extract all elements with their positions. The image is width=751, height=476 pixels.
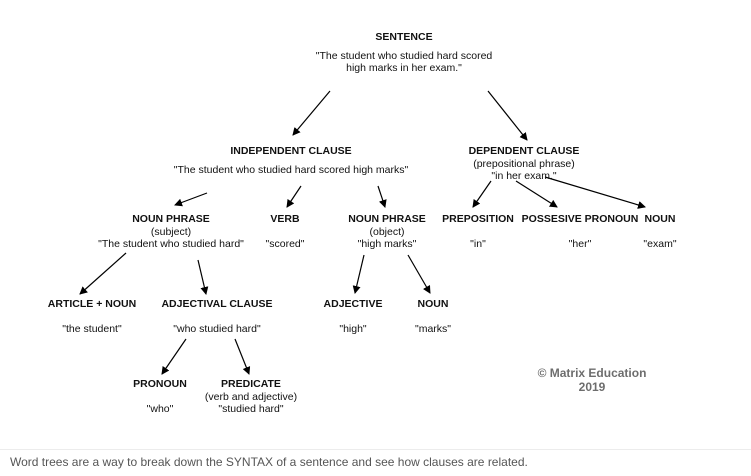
arrow-noun-phrase-object-to-adjective [352, 254, 365, 294]
arrow-noun-phrase-subject-to-adjectival-clause [197, 259, 209, 295]
node-quote: "The student who studied hard scored hig… [173, 163, 409, 176]
node-title: NOUN PHRASE [348, 213, 426, 225]
node-title: VERB [270, 213, 300, 225]
node-title: POSSESIVE PRONOUN [521, 213, 639, 225]
arrow-dependent-to-noun-exam [544, 176, 646, 209]
node-quote: high marks in her exam." [346, 62, 462, 74]
arrow-independent-to-verb [286, 185, 302, 208]
node-quote: "high marks" [357, 238, 417, 250]
arrow-independent-to-noun-phrase-object [377, 185, 387, 208]
divider [0, 449, 751, 450]
node-title: ARTICLE + NOUN [47, 298, 137, 310]
node-noun-marks: NOUN "marks" [415, 298, 451, 335]
node-sentence: SENTENCE "The student who studied hard s… [316, 31, 493, 75]
node-dependent-clause: DEPENDENT CLAUSE (prepositional phrase) … [469, 145, 580, 183]
node-quote: "in her exam." [491, 170, 557, 182]
node-quote: "scored" [265, 237, 305, 250]
node-title: NOUN [417, 298, 449, 310]
node-quote: "The student who studied hard" [98, 238, 244, 250]
node-quote: "who studied hard" [173, 322, 261, 335]
node-verb: VERB "scored" [266, 213, 305, 250]
arrow-dependent-to-possessive-pronoun [515, 180, 558, 208]
node-predicate: PREDICATE (verb and adjective) "studied … [205, 378, 297, 416]
arrow-adjectival-clause-to-predicate [234, 338, 251, 375]
node-quote: "marks" [414, 322, 452, 335]
node-independent-clause: INDEPENDENT CLAUSE "The student who stud… [174, 145, 409, 176]
node-title: PREPOSITION [442, 213, 514, 225]
copyright-watermark: © Matrix Education 2019 [538, 366, 647, 394]
arrow-dependent-to-preposition [472, 180, 492, 208]
node-quote: "in" [470, 237, 486, 250]
node-quote: "studied hard" [218, 403, 284, 415]
node-quote: "The student who studied hard scored [315, 49, 493, 62]
arrow-noun-phrase-subject-to-article-noun [79, 252, 127, 295]
node-article-noun: ARTICLE + NOUN "the student" [48, 298, 136, 335]
node-title: NOUN [644, 213, 676, 225]
watermark-line: © Matrix Education [537, 366, 647, 380]
arrow-sentence-to-independent [292, 90, 331, 136]
arrow-independent-to-noun-phrase-subject [174, 192, 208, 207]
node-pronoun: PRONOUN "who" [133, 378, 187, 415]
node-quote: "high" [339, 322, 367, 335]
node-possessive-pronoun: POSSESIVE PRONOUN "her" [522, 213, 639, 250]
node-title: ADJECTIVE [323, 298, 383, 310]
image-caption: Word trees are a way to break down the S… [10, 455, 528, 469]
node-title: PRONOUN [133, 378, 187, 390]
node-subtitle: (verb and adjective) [204, 390, 298, 403]
node-subtitle: (prepositional phrase) [473, 157, 575, 170]
node-subtitle: (object) [369, 225, 405, 238]
node-quote: "who" [146, 402, 174, 415]
node-noun-exam: NOUN "exam" [643, 213, 676, 250]
node-title: PREDICATE [221, 378, 281, 390]
arrow-adjectival-clause-to-pronoun [161, 338, 187, 375]
node-title: NOUN PHRASE [132, 213, 210, 225]
node-subtitle: (subject) [150, 225, 192, 238]
arrow-sentence-to-dependent [487, 90, 528, 141]
word-tree-diagram [79, 90, 646, 375]
node-noun-phrase-subject: NOUN PHRASE (subject) "The student who s… [98, 213, 244, 251]
node-title: DEPENDENT CLAUSE [468, 145, 580, 157]
node-title: ADJECTIVAL CLAUSE [161, 298, 273, 310]
node-title: INDEPENDENT CLAUSE [230, 145, 352, 157]
node-adjective: ADJECTIVE "high" [324, 298, 383, 335]
watermark-year: 2019 [578, 380, 606, 394]
node-quote: "the student" [62, 322, 122, 335]
node-adjectival-clause: ADJECTIVAL CLAUSE "who studied hard" [161, 298, 272, 335]
node-noun-phrase-object: NOUN PHRASE (object) "high marks" [348, 213, 426, 251]
node-quote: "her" [568, 237, 592, 250]
node-preposition: PREPOSITION "in" [442, 213, 514, 250]
node-quote: "exam" [643, 237, 677, 250]
node-title: SENTENCE [375, 31, 433, 43]
arrow-noun-phrase-object-to-noun-marks [407, 254, 431, 294]
